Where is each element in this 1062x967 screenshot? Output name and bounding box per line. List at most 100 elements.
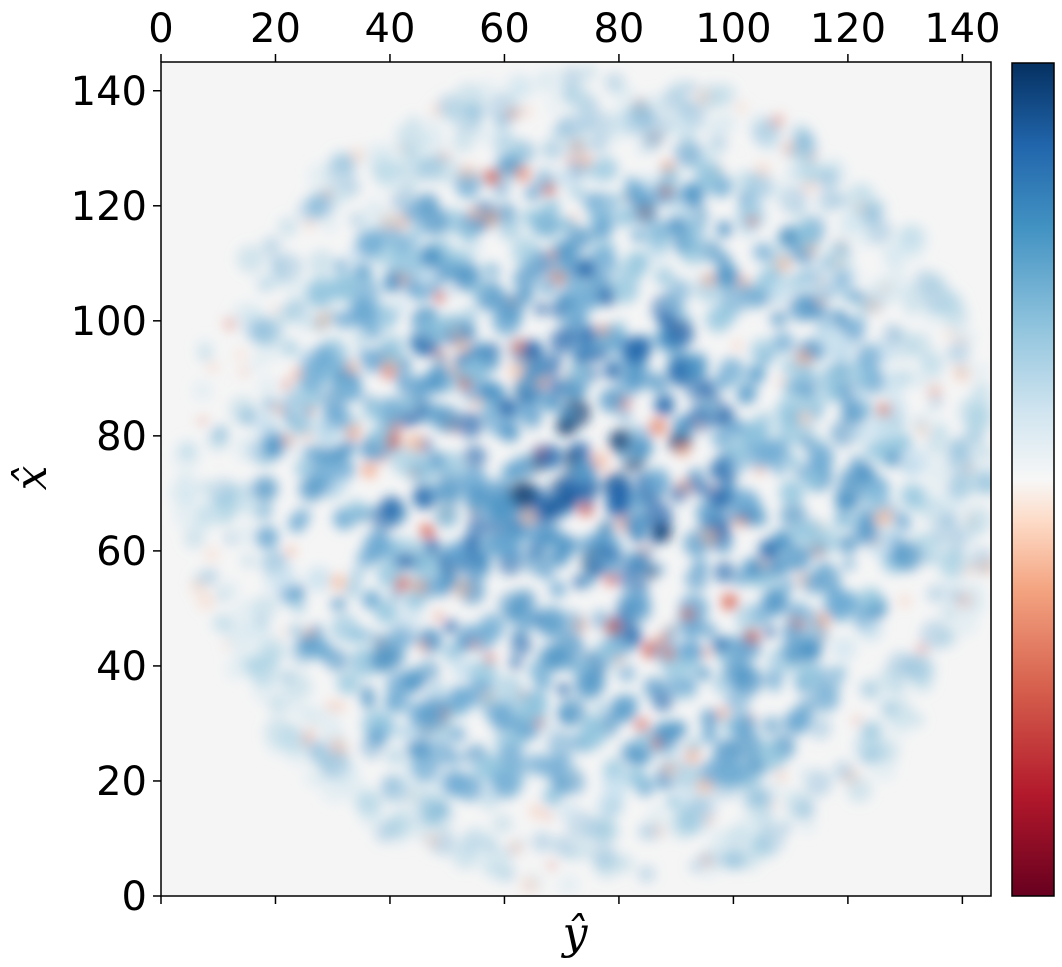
heatmap-cell (525, 359, 548, 382)
heatmap-cell (565, 659, 579, 672)
heatmap-cell (734, 814, 764, 844)
heatmap-cell (608, 431, 630, 453)
heatmap-cell (378, 169, 399, 191)
heatmap-cell (353, 507, 369, 524)
heatmap-cell (273, 306, 295, 328)
heatmap-cell (574, 670, 604, 700)
heatmap-cell (497, 216, 523, 241)
heatmap-cell (517, 709, 533, 725)
heatmap-cell (251, 317, 281, 347)
heatmap-cell (325, 648, 349, 672)
heatmap-cell (784, 788, 800, 804)
heatmap-cell (757, 285, 770, 298)
heatmap-cell (201, 567, 219, 586)
heatmap-cell (661, 160, 674, 173)
heatmap-cell (425, 833, 441, 849)
heatmap-cell (537, 276, 558, 297)
heatmap-cell (255, 525, 279, 550)
heatmap-cell (855, 463, 877, 485)
heatmap-cell (793, 466, 806, 479)
heatmap-cell (215, 494, 232, 511)
heatmap-cell (766, 280, 792, 306)
x-axis-bottom-ticks (160, 896, 964, 904)
y-tick-label: 60 (96, 529, 147, 575)
heatmap-cell (467, 239, 483, 255)
heatmap-cell (456, 363, 471, 378)
heatmap-cell (744, 628, 760, 645)
heatmap-cell (783, 544, 811, 573)
heatmap-cell (654, 266, 675, 287)
heatmap-cell (609, 193, 623, 207)
x-axis-ticks: 0 20 40 60 80 100 120 140 (148, 6, 1001, 62)
heatmap-cell (591, 529, 611, 549)
heatmap-cell (361, 463, 377, 479)
heatmap-cell (546, 100, 561, 115)
heatmap-cell (500, 422, 520, 443)
y-tick-label: 80 (96, 414, 147, 460)
heatmap-cell (614, 655, 624, 665)
x-tick-label: 60 (479, 6, 530, 52)
heatmap-cell (183, 527, 205, 550)
heatmap-cell (301, 708, 314, 721)
heatmap-cell (740, 382, 758, 400)
heatmap-cell (972, 381, 988, 397)
heatmap-cell (361, 350, 385, 374)
heatmap-cell (731, 730, 761, 760)
heatmap-cell (492, 813, 513, 834)
heatmap-cell (697, 667, 711, 681)
heatmap-cell (770, 310, 788, 328)
heatmap-cell (269, 256, 284, 271)
heatmap-cell (683, 80, 698, 95)
heatmap-cell (399, 552, 418, 571)
heatmap-cell (529, 804, 545, 819)
heatmap-cell (832, 512, 848, 527)
heatmap-cell (471, 341, 491, 361)
heatmap-cell (654, 395, 675, 416)
heatmap-cell (556, 216, 572, 232)
heatmap-cell (323, 403, 350, 429)
heatmap-cell (721, 470, 737, 486)
heatmap-cell (401, 180, 417, 196)
heatmap-cell (764, 438, 790, 464)
heatmap-cell (557, 706, 575, 725)
heatmap-cell (952, 527, 971, 546)
heatmap-cell (479, 613, 506, 641)
heatmap-cell (508, 362, 525, 379)
heatmap-cell (190, 579, 206, 595)
heatmap-cell (676, 811, 700, 835)
plot-frame (160, 61, 992, 897)
heatmap-cell (627, 265, 644, 282)
heatmap-cell (520, 339, 543, 362)
heatmap-cell (443, 619, 458, 634)
heatmap-cell (630, 99, 651, 120)
heatmap-cell (322, 751, 349, 778)
heatmap-cell (833, 240, 849, 257)
heatmap-cell (567, 161, 587, 181)
heatmap-cell (289, 623, 304, 639)
heatmap-cell (495, 115, 511, 131)
heatmap-cell (886, 292, 899, 305)
heatmap-cell (508, 656, 523, 671)
heatmap-cell (684, 748, 701, 765)
heatmap-cell (558, 405, 577, 424)
heatmap-cell (644, 565, 658, 580)
heatmap-cell (569, 184, 585, 200)
heatmap-cell (885, 701, 899, 715)
heatmap-cell (535, 502, 561, 527)
heatmap-cell (469, 279, 488, 299)
heatmap-cell (443, 104, 466, 127)
heatmap-cell (623, 595, 652, 624)
heatmap-cell (239, 367, 249, 377)
heatmap-cell (173, 501, 202, 530)
heatmap-cell (789, 522, 811, 544)
heatmap-cell (353, 262, 372, 281)
heatmap-cell (473, 756, 496, 779)
heatmap-cell (636, 439, 655, 457)
heatmap-cell (511, 237, 541, 267)
heatmap-cell (743, 419, 770, 446)
heatmap-cell (823, 589, 854, 619)
heatmap-cell (569, 482, 586, 499)
heatmap-cell (265, 730, 291, 756)
heatmap-cell (197, 592, 215, 611)
